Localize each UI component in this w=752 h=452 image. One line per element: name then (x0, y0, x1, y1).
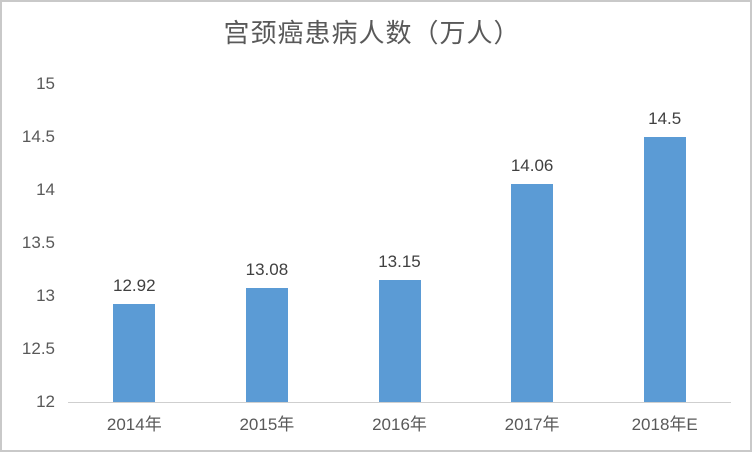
bar (245, 287, 288, 402)
x-category-label: 2016年 (372, 415, 427, 434)
bar-value-label: 13.15 (378, 252, 421, 272)
x-category-label: 2015年 (239, 415, 295, 434)
bar-value-label: 12.92 (113, 276, 156, 296)
y-tick-label: 15 (36, 74, 55, 93)
bar (378, 280, 421, 402)
x-category-label: 2018年E (631, 415, 698, 434)
x-axis-line (68, 402, 731, 403)
bar-value-label: 14.5 (648, 109, 682, 128)
y-tick-label: 13.5 (21, 233, 55, 252)
y-tick-label: 12.5 (21, 339, 55, 358)
y-tick-label: 14 (36, 180, 55, 199)
x-category-label: 2014年 (106, 415, 162, 434)
bar (643, 137, 686, 402)
y-tick-label: 14.5 (21, 127, 55, 146)
bar (113, 304, 156, 402)
y-tick-label: 13 (36, 286, 55, 305)
bar (511, 183, 554, 402)
bar-value-label: 14.06 (510, 155, 554, 175)
chart-title: 宫颈癌患病人数（万人） (223, 18, 521, 48)
x-category-label: 2017年 (504, 415, 560, 434)
bar-value-label: 13.08 (245, 259, 289, 279)
y-tick-label: 12 (36, 392, 55, 411)
